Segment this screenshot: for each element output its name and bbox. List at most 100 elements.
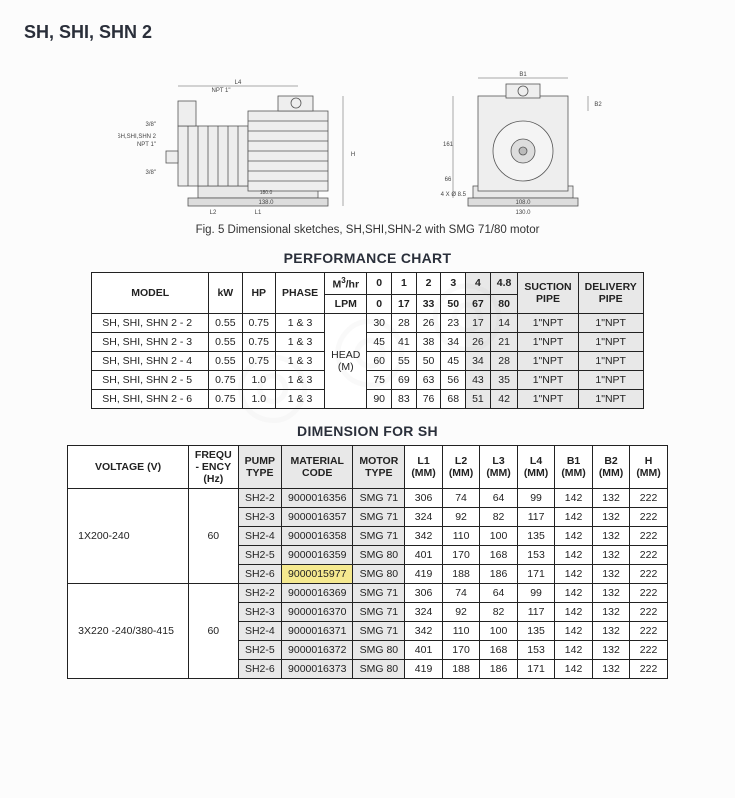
flow-lpm-1: 17 — [392, 294, 417, 313]
cell-pump: SH2-3 — [238, 602, 281, 621]
perf-row: SH, SHI, SHN 2 - 50.751.01 & 37569635643… — [92, 370, 644, 389]
cell-suction: 1"NPT — [518, 389, 578, 408]
cell-head: 34 — [441, 332, 466, 351]
cell-l3: 100 — [480, 621, 518, 640]
cell-l4: 117 — [517, 602, 555, 621]
cell-head: 68 — [441, 389, 466, 408]
cell-b1: 142 — [555, 564, 593, 583]
cell-head: 28 — [490, 351, 518, 370]
cell-material-code: 9000015977 — [282, 564, 353, 583]
cell-head: 69 — [392, 370, 417, 389]
cell-l3: 64 — [480, 583, 518, 602]
flow-m3-3: 3 — [441, 273, 466, 295]
cell-material-code: 9000016358 — [282, 526, 353, 545]
cell-head: 17 — [466, 313, 491, 332]
col-lpm: LPM — [325, 294, 367, 313]
cell-l4: 135 — [517, 526, 555, 545]
flow-lpm-5: 80 — [490, 294, 518, 313]
cell-phase: 1 & 3 — [275, 370, 324, 389]
svg-text:66: 66 — [444, 177, 451, 183]
cell-model: SH, SHI, SHN 2 - 5 — [92, 370, 209, 389]
dim-col-4: MOTORTYPE — [353, 445, 405, 488]
dim-col-8: L4(MM) — [517, 445, 555, 488]
cell-delivery: 1"NPT — [578, 370, 643, 389]
cell-material-code: 9000016371 — [282, 621, 353, 640]
cell-b2: 132 — [592, 545, 630, 564]
cell-h: 222 — [630, 621, 668, 640]
flow-lpm-4: 67 — [466, 294, 491, 313]
cell-kw: 0.75 — [209, 389, 242, 408]
cell-h: 222 — [630, 488, 668, 507]
cell-hp: 0.75 — [242, 332, 275, 351]
cell-h: 222 — [630, 545, 668, 564]
cell-delivery: 1"NPT — [578, 332, 643, 351]
col-m3hr: M3/hr — [325, 273, 367, 295]
cell-b1: 142 — [555, 602, 593, 621]
cell-l2: 92 — [442, 602, 480, 621]
svg-text:SH,SHI,SHN 2: SH,SHI,SHN 2 — [118, 134, 157, 140]
cell-pump: SH2-6 — [238, 564, 281, 583]
dimension-heading: DIMENSION FOR SH — [0, 423, 735, 439]
cell-pump: SH2-4 — [238, 621, 281, 640]
cell-l4: 171 — [517, 659, 555, 678]
cell-l2: 170 — [442, 640, 480, 659]
cell-head: 55 — [392, 351, 417, 370]
cell-head: 63 — [416, 370, 441, 389]
cell-head: 75 — [367, 370, 392, 389]
cell-b1: 142 — [555, 507, 593, 526]
cell-head: 45 — [441, 351, 466, 370]
cell-l4: 153 — [517, 545, 555, 564]
sketch-side-view: NPT 1" 3/8" SH,SHI,SHN 2 NPT 1" 3/8" L4 … — [118, 56, 398, 216]
cell-l2: 110 — [442, 621, 480, 640]
flow-m3-5: 4.8 — [490, 273, 518, 295]
dim-col-3: MATERIALCODE — [282, 445, 353, 488]
cell-hp: 1.0 — [242, 389, 275, 408]
dim-col-1: FREQU- ENCY(Hz) — [188, 445, 238, 488]
cell-b2: 132 — [592, 507, 630, 526]
cell-l2: 188 — [442, 659, 480, 678]
cell-freq: 60 — [188, 488, 238, 583]
dimensional-sketches: NPT 1" 3/8" SH,SHI,SHN 2 NPT 1" 3/8" L4 … — [0, 53, 735, 218]
cell-head: 90 — [367, 389, 392, 408]
cell-l3: 100 — [480, 526, 518, 545]
cell-h: 222 — [630, 583, 668, 602]
cell-motor: SMG 71 — [353, 602, 405, 621]
cell-material-code: 9000016372 — [282, 640, 353, 659]
cell-motor: SMG 71 — [353, 526, 405, 545]
cell-pump: SH2-3 — [238, 507, 281, 526]
cell-h: 222 — [630, 507, 668, 526]
cell-model: SH, SHI, SHN 2 - 6 — [92, 389, 209, 408]
cell-motor: SMG 71 — [353, 583, 405, 602]
cell-b2: 132 — [592, 621, 630, 640]
cell-l4: 99 — [517, 488, 555, 507]
cell-delivery: 1"NPT — [578, 351, 643, 370]
cell-motor: SMG 71 — [353, 488, 405, 507]
cell-material-code: 9000016370 — [282, 602, 353, 621]
cell-suction: 1"NPT — [518, 332, 578, 351]
cell-pump: SH2-2 — [238, 583, 281, 602]
perf-row: SH, SHI, SHN 2 - 60.751.01 & 39083766851… — [92, 389, 644, 408]
cell-motor: SMG 80 — [353, 640, 405, 659]
cell-material-code: 9000016373 — [282, 659, 353, 678]
cell-phase: 1 & 3 — [275, 351, 324, 370]
cell-l2: 92 — [442, 507, 480, 526]
svg-text:NPT 1": NPT 1" — [211, 88, 230, 94]
flow-m3-1: 1 — [392, 273, 417, 295]
cell-motor: SMG 80 — [353, 564, 405, 583]
dim-col-0: VOLTAGE (V) — [68, 445, 189, 488]
cell-pump: SH2-5 — [238, 640, 281, 659]
cell-h: 222 — [630, 659, 668, 678]
cell-material-code: 9000016369 — [282, 583, 353, 602]
cell-head: 26 — [416, 313, 441, 332]
cell-phase: 1 & 3 — [275, 389, 324, 408]
sketch-front-view: B1 B2 161 66 4 X Ø 8.5 108.0 130.0 — [428, 56, 618, 216]
cell-head: 42 — [490, 389, 518, 408]
flow-m3-4: 4 — [466, 273, 491, 295]
col-model: MODEL — [92, 273, 209, 314]
svg-text:138.0: 138.0 — [258, 200, 274, 206]
cell-freq: 60 — [188, 583, 238, 678]
dim-row: 1X200-24060SH2-29000016356SMG 7130674649… — [68, 488, 668, 507]
cell-motor: SMG 80 — [353, 659, 405, 678]
cell-head: 51 — [466, 389, 491, 408]
svg-text:L1: L1 — [254, 210, 261, 216]
